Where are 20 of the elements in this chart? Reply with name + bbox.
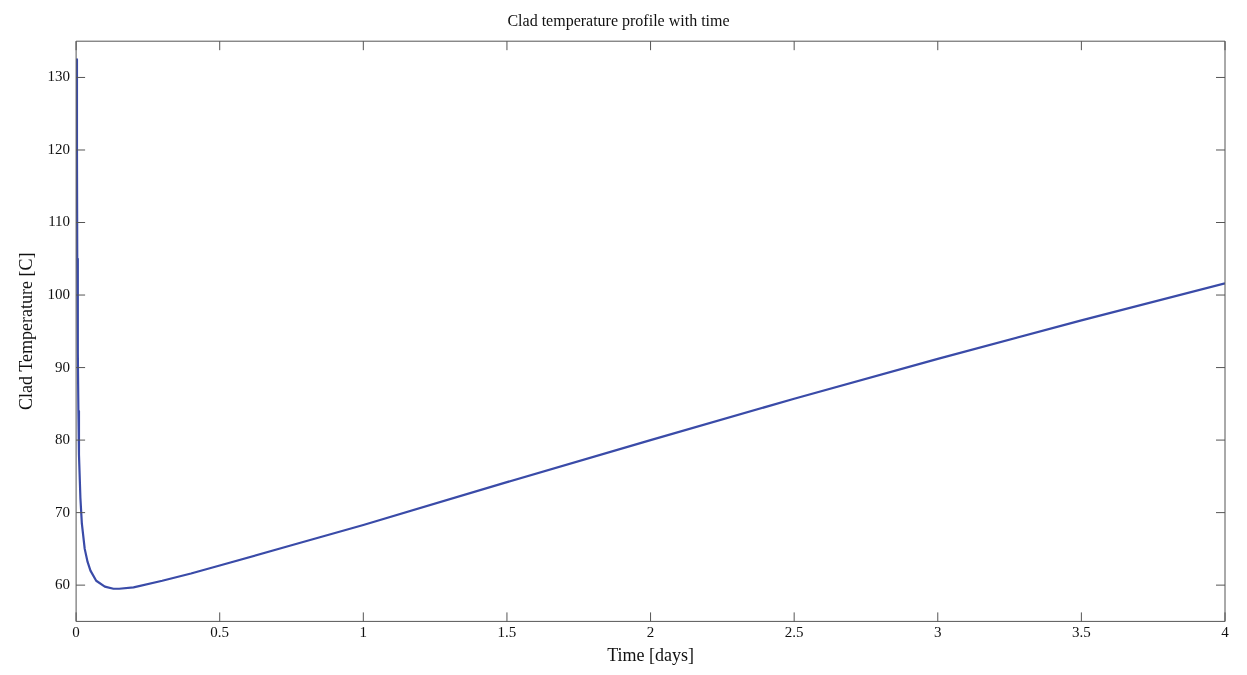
x-tick-label: 0 — [72, 624, 80, 641]
y-tick-label: 130 — [47, 68, 71, 85]
x-tick-label: 2.5 — [784, 624, 804, 641]
y-tick-label: 100 — [47, 285, 71, 302]
x-tick-label: 2 — [646, 624, 655, 641]
y-tick-label: 60 — [55, 576, 71, 593]
y-tick-label: 120 — [47, 140, 71, 157]
x-tick-label: 1.5 — [497, 624, 517, 641]
x-axis-title: Time [days] — [607, 644, 694, 665]
y-axis-title: Clad Temperature [C] — [15, 252, 36, 410]
chart-title: Clad temperature profile with time — [507, 11, 730, 30]
y-tick-label: 70 — [55, 503, 71, 520]
x-tick-label: 1 — [359, 624, 368, 641]
x-tick-label: 0.5 — [210, 624, 230, 641]
x-tick-label: 3 — [934, 624, 942, 641]
y-tick-label: 80 — [55, 431, 71, 448]
y-tick-label: 90 — [55, 358, 71, 375]
x-tick-label: 3.5 — [1072, 624, 1091, 641]
y-tick-label: 110 — [48, 213, 71, 230]
x-tick-label: 4 — [1221, 624, 1230, 641]
